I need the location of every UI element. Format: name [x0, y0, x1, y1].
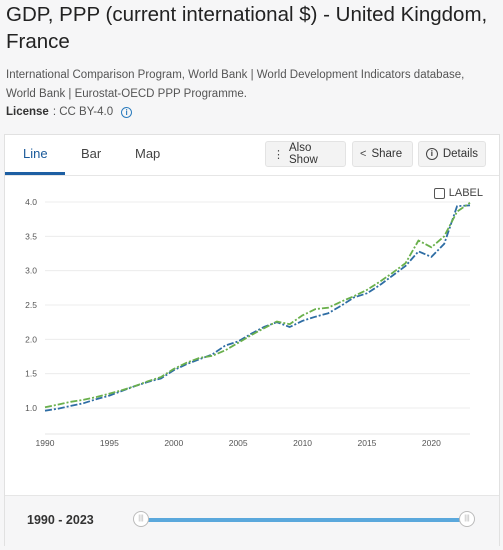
x-tick-label: 2005 [229, 438, 248, 448]
share-button[interactable]: < Share [352, 141, 413, 167]
range-track[interactable] [141, 518, 467, 522]
x-tick-label: 2010 [293, 438, 312, 448]
y-tick-label: 2.5 [25, 300, 37, 310]
license-label: License [6, 106, 49, 118]
share-label: Share [371, 148, 403, 160]
also-show-button[interactable]: ⋮ Also Show [265, 141, 346, 167]
share-icon: < [360, 148, 367, 160]
license-line: License : CC BY-4.0 i [6, 106, 133, 118]
details-info-icon: i [426, 148, 438, 160]
tab-map[interactable]: Map [135, 146, 161, 161]
vertical-dots-icon: ⋮ [273, 148, 284, 161]
chart-tabs: Line Bar Map ⋮ Also Show < Share i Detai… [5, 135, 499, 176]
y-tick-label: 3.5 [25, 231, 37, 241]
range-start-handle[interactable]: ||| [133, 511, 149, 527]
y-tick-label: 1.0 [25, 403, 37, 413]
x-tick-label: 2020 [422, 438, 441, 448]
source-text: International Comparison Program, World … [6, 69, 465, 100]
y-tick-label: 2.0 [25, 334, 37, 344]
range-end-handle[interactable]: ||| [459, 511, 475, 527]
info-icon[interactable]: i [121, 106, 133, 118]
series-line-1 [44, 201, 471, 409]
x-tick-label: 1990 [36, 438, 55, 448]
chart-panel: Line Bar Map ⋮ Also Show < Share i Detai… [4, 134, 500, 546]
label-checkbox[interactable] [433, 187, 445, 199]
details-button[interactable]: i Details [418, 141, 486, 167]
license-value: : CC BY-4.0 [52, 106, 114, 118]
y-tick-label: 4.0 [25, 197, 37, 207]
label-toggle-text: LABEL [448, 187, 483, 199]
range-bar: 1990 - 2023 ||| ||| [5, 495, 499, 546]
x-tick-label: 1995 [100, 438, 119, 448]
also-show-label: Also Show [289, 142, 318, 166]
range-label: 1990 - 2023 [27, 513, 94, 527]
tab-line[interactable]: Line [23, 146, 48, 161]
x-tick-label: 2000 [164, 438, 183, 448]
page-title: GDP, PPP (current international $) - Uni… [6, 3, 488, 53]
label-toggle[interactable]: LABEL [433, 187, 483, 199]
active-tab-indicator [5, 172, 65, 175]
y-tick-label: 3.0 [25, 266, 37, 276]
tab-bar[interactable]: Bar [81, 146, 102, 161]
details-label: Details [442, 148, 478, 160]
line-chart: 1.0 1.5 2.0 2.5 3.0 3.5 4.0 1990 1995 2000 2005 201… [25, 197, 471, 448]
y-tick-label: 1.5 [25, 369, 37, 379]
x-tick-label: 2015 [358, 438, 377, 448]
